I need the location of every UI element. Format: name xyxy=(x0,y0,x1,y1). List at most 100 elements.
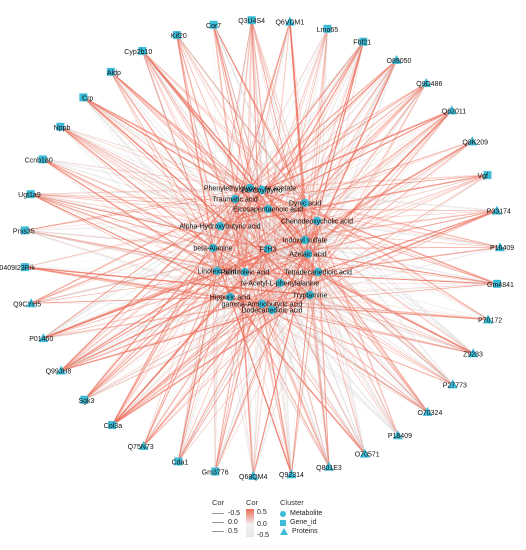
legend-width-row: 0.5 xyxy=(212,527,240,536)
legend-color-tick: 0.5 xyxy=(257,509,267,516)
inner-node-label: F2H3 xyxy=(259,247,276,254)
network-edge xyxy=(24,230,263,305)
network-edge xyxy=(141,50,269,250)
outer-node: 9130409I23Rik xyxy=(0,263,35,272)
network-edge xyxy=(271,253,309,311)
inner-node: Tetradecanedioic acid xyxy=(284,267,352,277)
network-edge xyxy=(42,159,269,250)
network-edge xyxy=(43,220,318,339)
network-edge xyxy=(82,96,311,296)
network-edge xyxy=(42,158,311,296)
network-edge xyxy=(83,96,318,222)
network-edge xyxy=(213,24,281,284)
triangle-node-icon xyxy=(286,469,297,479)
network-edge xyxy=(251,20,306,204)
square-node-icon xyxy=(172,31,181,40)
network-edge xyxy=(244,187,251,273)
outer-node-label: Nppb xyxy=(54,125,71,132)
network-edge xyxy=(42,159,273,311)
network-edge xyxy=(304,202,501,248)
network-edge xyxy=(213,24,319,273)
inner-node-label: Traumatic acid xyxy=(212,197,258,204)
network-edge xyxy=(316,220,399,436)
outer-node: Q62011 xyxy=(442,105,466,115)
outer-node: Sgk3 xyxy=(78,395,94,405)
network-edge xyxy=(307,253,453,385)
network-edge xyxy=(83,96,251,189)
outer-node-label: P27773 xyxy=(443,382,467,389)
network-edge xyxy=(43,309,273,339)
network-edge xyxy=(83,202,306,401)
network-edge xyxy=(177,253,309,462)
outer-node: O70324 xyxy=(417,406,442,417)
circle-node-icon xyxy=(225,292,235,302)
square-node-icon xyxy=(38,155,47,164)
network-edge xyxy=(309,220,318,296)
network-edge xyxy=(31,296,231,304)
network-edge xyxy=(24,229,231,298)
square-node-icon xyxy=(483,171,492,180)
triangle-node-icon xyxy=(391,54,402,64)
network-edge xyxy=(178,294,311,462)
legend-width-row: -0.5 xyxy=(212,509,240,518)
outer-node-label: Lmo65 xyxy=(317,27,339,34)
network-edge xyxy=(110,71,281,284)
triangle-node-icon xyxy=(422,406,433,416)
network-edge xyxy=(234,59,397,200)
network-edge xyxy=(304,202,474,354)
network-edge xyxy=(229,296,293,475)
outer-node: Prss35 xyxy=(13,226,35,235)
circle-node-icon xyxy=(245,183,255,193)
square-node-icon xyxy=(209,20,218,29)
inner-node: Phenylethylglyoxylate acetate xyxy=(204,183,296,193)
circle-node-icon xyxy=(312,216,322,226)
outer-node-label: Prss35 xyxy=(13,228,35,235)
network-edge xyxy=(216,202,306,272)
network-edge xyxy=(30,193,273,311)
inner-node-label: Dodecanedioic acid xyxy=(241,308,302,315)
outer-node-label: Q68QM4 xyxy=(239,474,268,481)
network-edge xyxy=(111,309,273,426)
network-edge xyxy=(267,82,427,210)
network-edge xyxy=(212,24,246,273)
network-edge xyxy=(289,21,311,296)
network-edge xyxy=(42,158,218,272)
network-edge xyxy=(244,82,427,273)
network-edge xyxy=(24,202,306,268)
network-edge xyxy=(82,97,273,311)
inner-node: Linoleic acid xyxy=(198,266,236,276)
inner-node-label: Phenylethylglyoxylate acetate xyxy=(204,186,296,193)
square-node-icon xyxy=(20,263,29,272)
network-edge xyxy=(43,270,218,339)
network-edge xyxy=(317,210,497,273)
network-edge xyxy=(141,50,246,273)
network-edge xyxy=(176,35,269,250)
inner-node: Eicosapentaenoic acid xyxy=(233,204,303,214)
network-edge xyxy=(61,202,306,371)
network-edge xyxy=(31,303,263,305)
network-edge xyxy=(267,248,474,354)
network-edge xyxy=(83,189,263,401)
network-edge xyxy=(61,247,214,371)
network-edge xyxy=(219,20,253,227)
outer-node: Q6VDM1 xyxy=(275,16,304,27)
network-edge xyxy=(234,174,488,200)
legend-cluster-label: Gene_id xyxy=(290,519,317,526)
network-edge xyxy=(110,71,214,249)
outer-node: Nppb xyxy=(54,122,71,132)
network-edge xyxy=(142,50,273,311)
legend-cor-color: Cor 0.5 0.0 -0.5 xyxy=(246,498,269,550)
network-edge xyxy=(317,271,365,454)
network-edge xyxy=(316,220,498,285)
network-edge xyxy=(60,126,311,296)
outer-node: O70571 xyxy=(355,448,380,459)
network-edge xyxy=(60,126,221,227)
outer-node: Q3U4S4 xyxy=(238,16,265,25)
outer-node: Fbf21 xyxy=(353,37,371,47)
outer-node-label: Col3a xyxy=(104,423,122,430)
network-edge xyxy=(249,187,501,248)
inner-node: N-Acetyl-L-phenylalanine xyxy=(241,278,319,288)
inner-node: Palmitoleic acid xyxy=(221,267,269,277)
network-edge xyxy=(30,248,269,305)
inner-node-label: N-Acetyl-L-phenylalanine xyxy=(241,281,319,288)
